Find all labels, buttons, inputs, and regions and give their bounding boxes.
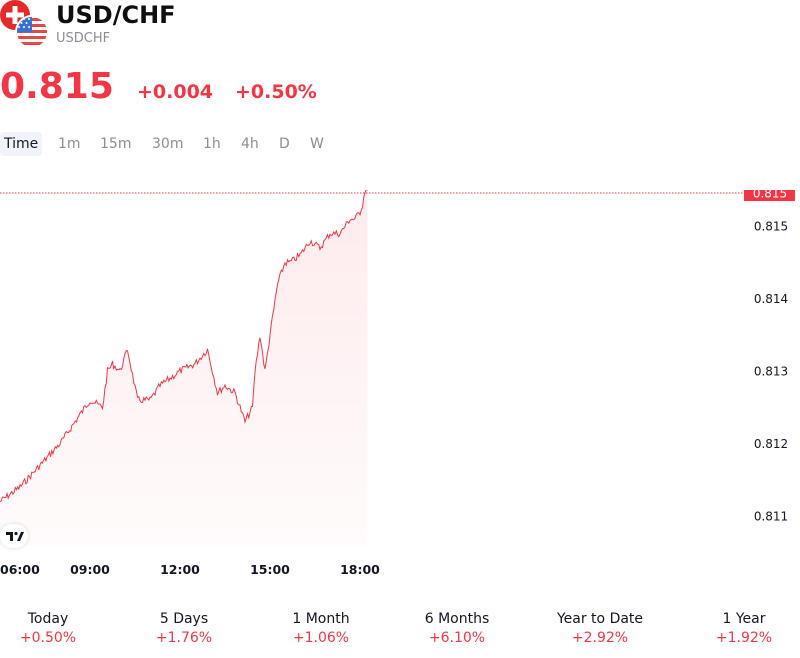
price-chart[interactable]: 0.815 0.815 0.814 0.813 0.812 0.811 06:00 09:00…: [0, 190, 800, 590]
perf-label: 6 Months: [424, 611, 490, 627]
tab-30m[interactable]: 30m: [152, 136, 184, 152]
perf-today[interactable]: Today +0.50%: [0, 611, 108, 646]
current-price: 0.815: [0, 66, 114, 107]
y-tick-label: 0.812: [754, 437, 788, 451]
perf-label: Today: [27, 611, 69, 627]
x-tick-label: 09:00: [70, 562, 110, 577]
price-change: +0.004: [137, 81, 214, 103]
perf-value: +1.06%: [292, 630, 350, 646]
tab-15m[interactable]: 15m: [100, 136, 132, 152]
perf-6-months[interactable]: 6 Months +6.10%: [397, 611, 517, 646]
perf-value: +1.92%: [715, 630, 773, 646]
perf-value: +6.10%: [428, 630, 486, 646]
tab-1m[interactable]: 1m: [58, 136, 81, 152]
y-tick-label: 0.813: [754, 365, 788, 379]
price-area-fill: [0, 190, 368, 545]
perf-label: Year to Date: [556, 611, 644, 627]
y-tick-label: 0.811: [754, 510, 788, 524]
perf-1-year[interactable]: 1 Year +1.92%: [684, 611, 800, 646]
y-tick-label: 0.815: [754, 220, 788, 234]
last-price-badge: [744, 190, 795, 201]
perf-label: 5 Days: [159, 611, 209, 627]
symbol-title: USD/CHF: [56, 1, 176, 29]
x-tick-label: 12:00: [160, 562, 200, 577]
perf-value: +1.76%: [155, 630, 213, 646]
tradingview-logo-icon[interactable]: [0, 524, 28, 548]
tab-1h[interactable]: 1h: [203, 136, 221, 152]
symbol-ticker: USDCHF: [56, 31, 111, 46]
perf-label: 1 Month: [292, 611, 350, 627]
x-tick-label: 15:00: [250, 562, 290, 577]
tab-time[interactable]: Time: [0, 132, 43, 156]
perf-value: +0.50%: [19, 630, 77, 646]
perf-5-days[interactable]: 5 Days +1.76%: [124, 611, 244, 646]
tab-d[interactable]: D: [279, 136, 290, 152]
price-line: [0, 190, 368, 502]
currency-flags: [0, 0, 49, 49]
perf-1-month[interactable]: 1 Month +1.06%: [261, 611, 381, 646]
x-tick-label: 06:00: [0, 562, 40, 577]
tab-4h[interactable]: 4h: [241, 136, 259, 152]
perf-year-to-date[interactable]: Year to Date +2.92%: [540, 611, 660, 646]
tab-w[interactable]: W: [310, 136, 324, 152]
x-tick-label: 18:00: [340, 562, 380, 577]
perf-value: +2.92%: [571, 630, 629, 646]
perf-label: 1 Year: [722, 611, 766, 627]
us-flag-icon: [15, 15, 49, 49]
y-tick-label: 0.814: [754, 292, 788, 306]
price-change-percent: +0.50%: [235, 81, 317, 103]
last-price-label: 0.815: [753, 190, 787, 201]
